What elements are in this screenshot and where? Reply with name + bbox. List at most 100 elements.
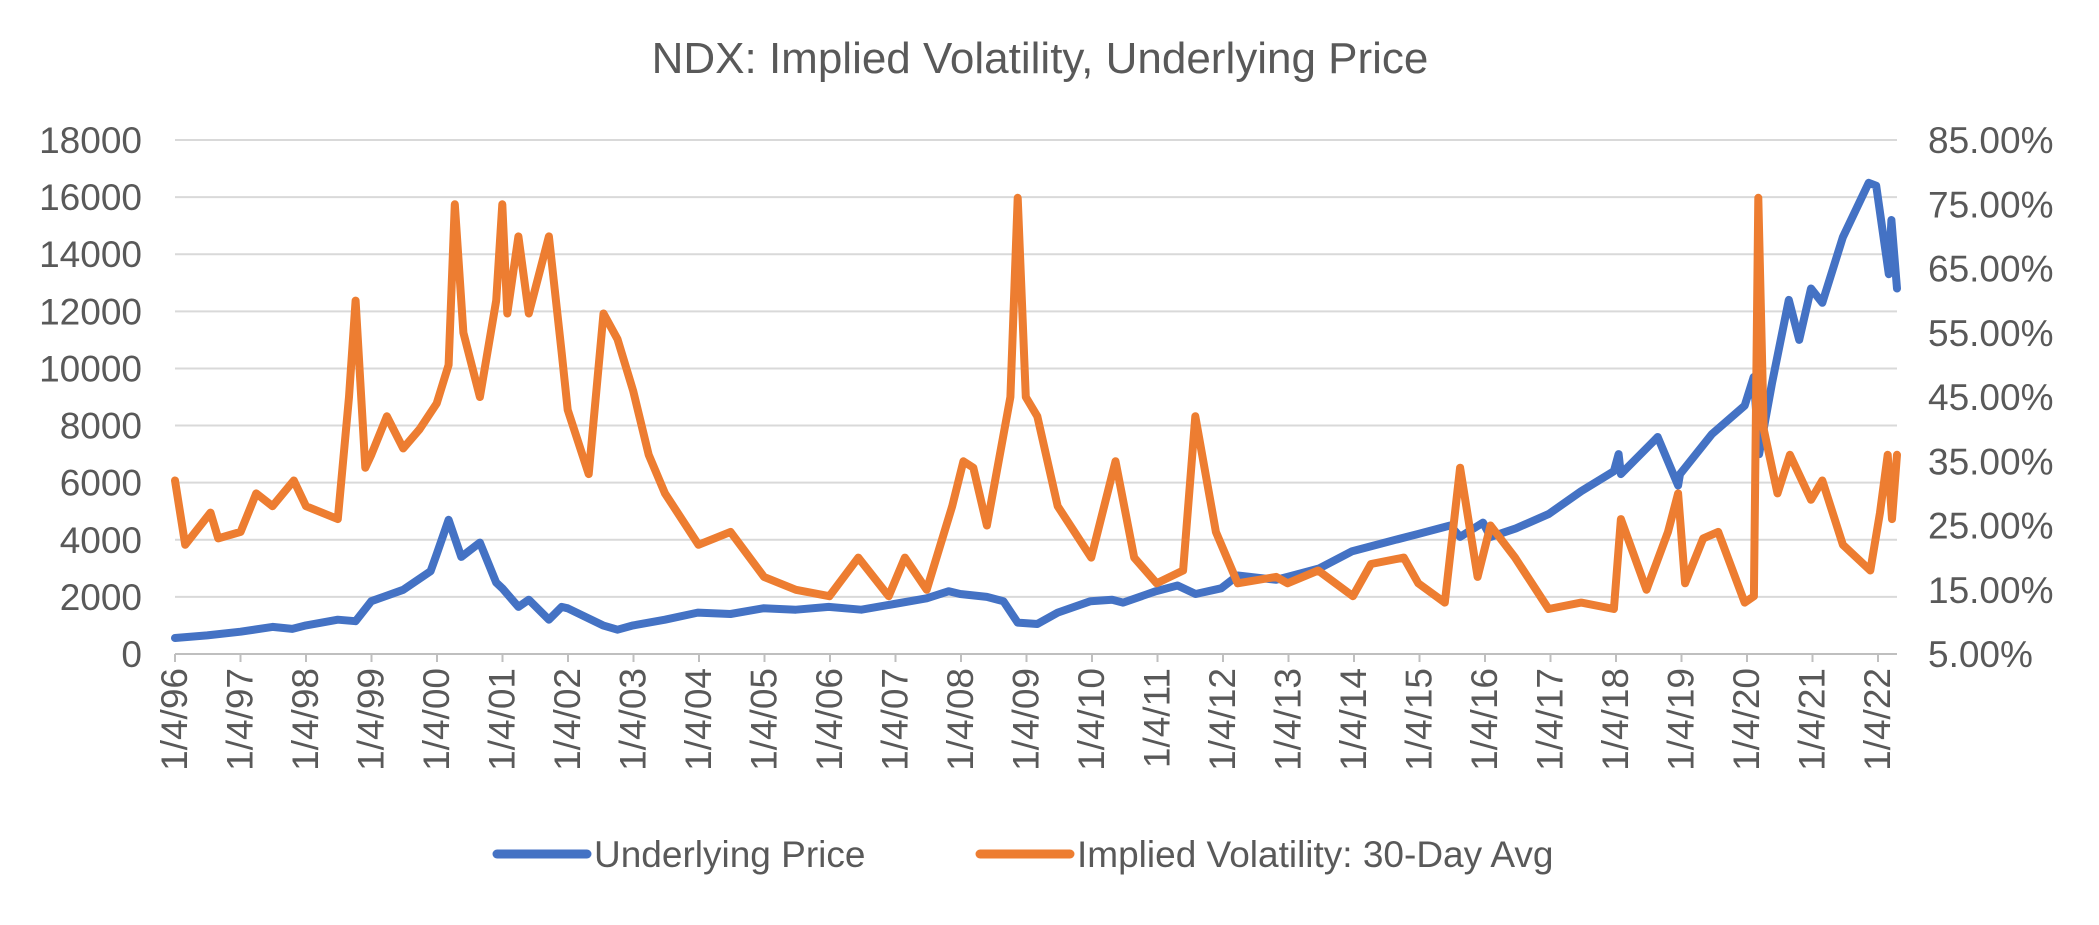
data-point bbox=[501, 587, 504, 590]
data-point bbox=[763, 575, 765, 578]
data-point bbox=[402, 447, 405, 450]
data-point bbox=[1612, 608, 1615, 610]
left-tick-label: 16000 bbox=[39, 177, 142, 218]
data-point bbox=[1717, 530, 1720, 533]
left-tick-label: 0 bbox=[121, 634, 142, 675]
left-tick-label: 12000 bbox=[39, 291, 142, 332]
data-point bbox=[729, 530, 732, 533]
data-point bbox=[1762, 428, 1765, 431]
data-point bbox=[1875, 184, 1878, 187]
data-point bbox=[602, 312, 605, 315]
data-point bbox=[1024, 396, 1027, 398]
data-point bbox=[1459, 535, 1462, 538]
data-point bbox=[566, 408, 569, 411]
x-tick-label: 1/4/04 bbox=[678, 668, 719, 771]
data-point bbox=[1776, 492, 1779, 495]
data-point bbox=[1841, 543, 1844, 546]
data-point bbox=[887, 595, 890, 598]
data-point bbox=[1798, 338, 1801, 341]
data-point bbox=[1114, 460, 1117, 463]
right-tick-label: 55.00% bbox=[1928, 313, 2054, 354]
data-point bbox=[1743, 601, 1746, 604]
x-tick-label: 1/4/08 bbox=[940, 668, 981, 771]
x-tick-label: 1/4/11 bbox=[1137, 668, 1178, 768]
data-point bbox=[1684, 582, 1687, 585]
data-point bbox=[925, 597, 928, 600]
right-tick-label: 15.00% bbox=[1928, 570, 2054, 611]
right-y-axis: 5.00% 15.00% 25.00% 35.00% 45.00% 55.00% 65.00… bbox=[1928, 120, 2054, 675]
data-point bbox=[762, 607, 765, 610]
data-point bbox=[402, 588, 405, 591]
data-point bbox=[616, 338, 619, 341]
data-point bbox=[453, 203, 456, 206]
data-point bbox=[1133, 556, 1136, 559]
data-point bbox=[527, 312, 530, 315]
data-point bbox=[1788, 453, 1791, 456]
data-point bbox=[1821, 479, 1824, 482]
left-tick-label: 14000 bbox=[39, 234, 142, 275]
data-point bbox=[547, 618, 550, 621]
data-point bbox=[664, 492, 666, 495]
right-tick-label: 5.00% bbox=[1928, 634, 2033, 675]
data-point bbox=[292, 479, 295, 482]
data-point bbox=[364, 466, 367, 469]
x-tick-label: 1/4/12 bbox=[1202, 668, 1243, 771]
left-tick-label: 2000 bbox=[60, 577, 142, 618]
x-tick-label: 1/4/18 bbox=[1595, 668, 1636, 771]
right-tick-label: 45.00% bbox=[1928, 377, 2054, 418]
x-tick-label: 1/4/03 bbox=[613, 668, 654, 771]
data-point bbox=[547, 235, 550, 238]
data-point bbox=[1194, 593, 1197, 595]
data-point bbox=[1896, 453, 1898, 456]
x-tick-label: 1/4/19 bbox=[1661, 668, 1702, 771]
x-tick-label: 1/4/98 bbox=[285, 668, 326, 771]
left-tick-label: 6000 bbox=[60, 463, 142, 504]
x-tick-label: 1/4/97 bbox=[220, 668, 261, 771]
data-point bbox=[587, 473, 590, 476]
data-point bbox=[566, 607, 569, 610]
data-point bbox=[1869, 569, 1872, 572]
x-tick-label: 1/4/21 bbox=[1792, 668, 1833, 771]
data-point bbox=[632, 624, 635, 627]
data-point bbox=[1275, 575, 1278, 578]
data-point bbox=[1090, 556, 1093, 559]
x-tick-label: 1/4/07 bbox=[875, 668, 916, 771]
data-point bbox=[1122, 601, 1125, 604]
data-point bbox=[506, 312, 509, 315]
legend-item-implied-volatility: Implied Volatility: 30-Day Avg bbox=[975, 834, 1553, 875]
data-point bbox=[217, 537, 220, 540]
data-point bbox=[209, 511, 212, 514]
data-point bbox=[664, 618, 666, 621]
data-point bbox=[1667, 530, 1669, 533]
chart-title: NDX: Implied Volatility, Underlying Pric… bbox=[652, 34, 1429, 83]
data-point bbox=[271, 625, 274, 628]
data-point bbox=[517, 605, 520, 608]
data-point bbox=[1514, 527, 1517, 530]
data-point bbox=[616, 628, 619, 631]
data-point bbox=[1810, 498, 1812, 501]
data-point bbox=[632, 389, 635, 392]
data-point bbox=[305, 624, 307, 627]
data-point bbox=[1002, 600, 1005, 603]
data-point bbox=[1182, 569, 1185, 572]
data-point bbox=[1317, 569, 1320, 572]
data-point bbox=[174, 637, 176, 639]
data-point bbox=[947, 590, 950, 593]
data-point bbox=[239, 630, 242, 633]
data-point bbox=[1220, 587, 1223, 590]
data-point bbox=[1016, 196, 1019, 199]
data-point bbox=[1580, 601, 1583, 604]
data-point bbox=[1886, 453, 1889, 456]
data-point bbox=[959, 593, 962, 595]
series-implied-volatility bbox=[171, 193, 1901, 613]
data-point bbox=[1111, 598, 1114, 601]
data-point bbox=[1619, 518, 1622, 521]
x-tick-label: 1/4/22 bbox=[1857, 668, 1898, 771]
data-point bbox=[1176, 584, 1179, 587]
data-point bbox=[1036, 623, 1039, 625]
data-point bbox=[1743, 404, 1746, 407]
legend-item-underlying-price: Underlying Price bbox=[492, 834, 865, 875]
data-point bbox=[1476, 575, 1479, 578]
data-point bbox=[1286, 582, 1289, 585]
x-tick-label: 1/4/13 bbox=[1268, 668, 1309, 771]
